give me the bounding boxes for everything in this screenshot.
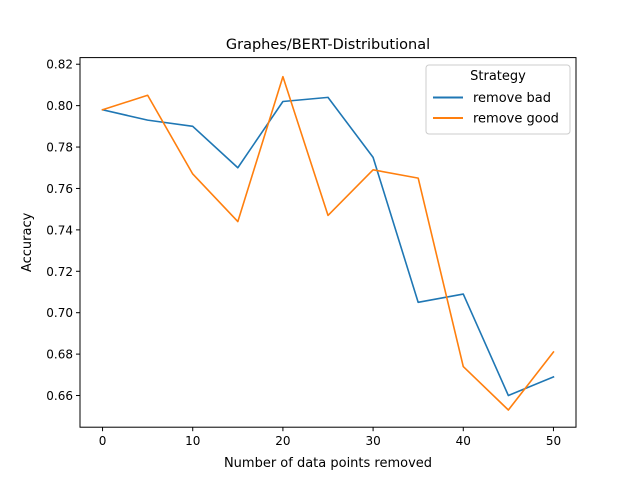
y-tick-label: 0.78 <box>46 141 73 155</box>
y-tick-label: 0.68 <box>46 348 73 362</box>
x-tick-label: 30 <box>365 434 380 448</box>
y-tick-label: 0.66 <box>46 389 73 403</box>
legend-label-remove-bad: remove bad <box>473 91 551 106</box>
y-tick-label: 0.80 <box>46 99 73 113</box>
chart-title: Graphes/BERT-Distributional <box>226 37 430 53</box>
legend-label-remove-good: remove good <box>473 112 559 127</box>
x-axis-label: Number of data points removed <box>224 456 432 471</box>
legend-title: Strategy <box>470 69 526 84</box>
y-tick-label: 0.72 <box>46 265 73 279</box>
x-tick-label: 40 <box>456 434 471 448</box>
y-tick-label: 0.74 <box>46 223 73 237</box>
series-line-remove-bad <box>101 96 555 397</box>
x-tick-label: 0 <box>99 434 107 448</box>
series-line-remove-good <box>101 75 555 411</box>
x-tick-label: 10 <box>185 434 200 448</box>
y-axis: 0.66 0.68 0.70 0.72 0.74 0.76 0.78 0.80 0.82 <box>46 58 80 403</box>
plot-frame <box>79 57 577 428</box>
y-tick-label: 0.76 <box>46 182 73 196</box>
y-tick-label: 0.82 <box>46 58 73 72</box>
x-tick-label: 20 <box>275 434 290 448</box>
x-axis: 0 10 20 30 40 50 <box>99 427 561 448</box>
legend: Strategy remove bad remove good <box>425 64 571 135</box>
y-tick-label: 0.70 <box>46 306 73 320</box>
x-tick-label: 50 <box>546 434 561 448</box>
y-axis-label: Accuracy <box>20 212 35 272</box>
series-layer <box>101 75 555 411</box>
legend-box <box>425 64 571 135</box>
